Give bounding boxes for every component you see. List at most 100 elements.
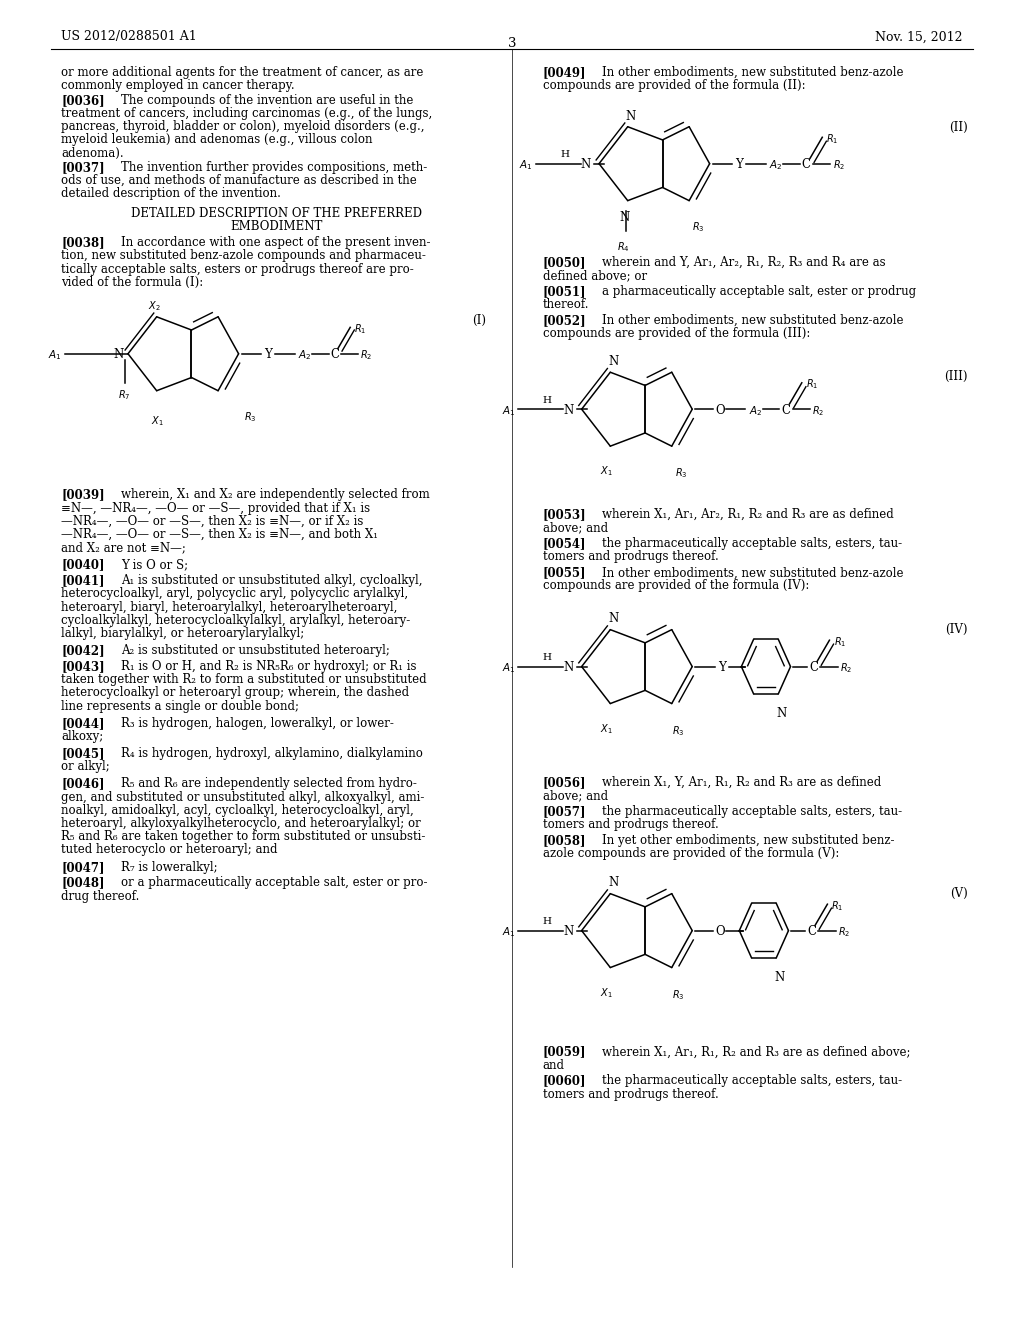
Text: [0047]: [0047] <box>61 861 104 874</box>
Text: [0056]: [0056] <box>543 776 586 789</box>
Text: $R_4$: $R_4$ <box>617 240 630 253</box>
Text: In other embodiments, new substituted benz-azole: In other embodiments, new substituted be… <box>602 314 903 327</box>
Text: and: and <box>543 1059 564 1072</box>
Text: $R_2$: $R_2$ <box>838 925 850 939</box>
Text: Nov. 15, 2012: Nov. 15, 2012 <box>876 30 963 44</box>
Text: $R_2$: $R_2$ <box>360 348 373 362</box>
Text: O: O <box>716 925 725 939</box>
Text: a pharmaceutically acceptable salt, ester or prodrug: a pharmaceutically acceptable salt, este… <box>602 285 916 298</box>
Text: ≡N—, —NR₄—, —O— or —S—, provided that if X₁ is: ≡N—, —NR₄—, —O— or —S—, provided that if… <box>61 502 371 515</box>
Text: wherein X₁, Ar₁, R₁, R₂ and R₃ are as defined above;: wherein X₁, Ar₁, R₁, R₂ and R₃ are as de… <box>602 1045 910 1059</box>
Text: H: H <box>543 653 552 663</box>
Text: H: H <box>543 917 552 927</box>
Text: above; and: above; and <box>543 521 608 535</box>
Text: $R_2$: $R_2$ <box>840 661 852 675</box>
Text: N: N <box>563 925 573 939</box>
Text: (III): (III) <box>944 370 968 383</box>
Text: [0052]: [0052] <box>543 314 587 327</box>
Text: R₅ and R₆ are independently selected from hydro-: R₅ and R₆ are independently selected fro… <box>121 777 417 791</box>
Text: line represents a single or double bond;: line represents a single or double bond; <box>61 700 299 713</box>
Text: Y: Y <box>718 661 726 675</box>
Text: In other embodiments, new substituted benz-azole: In other embodiments, new substituted be… <box>602 566 903 579</box>
Text: R₇ is loweralkyl;: R₇ is loweralkyl; <box>121 861 217 874</box>
Text: —NR₄—, —O— or —S—, then X₂ is ≡N—, and both X₁: —NR₄—, —O— or —S—, then X₂ is ≡N—, and b… <box>61 528 379 541</box>
Text: C: C <box>809 661 818 675</box>
Text: $X_1$: $X_1$ <box>600 986 612 999</box>
Text: thereof.: thereof. <box>543 298 589 312</box>
Text: compounds are provided of the formula (III):: compounds are provided of the formula (I… <box>543 327 810 341</box>
Text: (IV): (IV) <box>945 623 968 636</box>
Text: [0046]: [0046] <box>61 777 104 791</box>
Text: N: N <box>608 876 618 890</box>
Text: N: N <box>563 661 573 675</box>
Text: [0060]: [0060] <box>543 1074 586 1088</box>
Text: N: N <box>563 404 573 417</box>
Text: $R_1$: $R_1$ <box>834 635 846 648</box>
Text: A₂ is substituted or unsubstituted heteroaryl;: A₂ is substituted or unsubstituted heter… <box>121 644 390 657</box>
Text: $R_2$: $R_2$ <box>833 158 845 172</box>
Text: compounds are provided of the formula (IV):: compounds are provided of the formula (I… <box>543 579 809 593</box>
Text: myeloid leukemia) and adenomas (e.g., villous colon: myeloid leukemia) and adenomas (e.g., vi… <box>61 133 373 147</box>
Text: tomers and prodrugs thereof.: tomers and prodrugs thereof. <box>543 818 719 832</box>
Text: treatment of cancers, including carcinomas (e.g., of the lungs,: treatment of cancers, including carcinom… <box>61 107 433 120</box>
Text: the pharmaceutically acceptable salts, esters, tau-: the pharmaceutically acceptable salts, e… <box>602 805 902 818</box>
Text: US 2012/0288501 A1: US 2012/0288501 A1 <box>61 30 198 44</box>
Text: $R_1$: $R_1$ <box>354 322 367 335</box>
Text: In accordance with one aspect of the present inven-: In accordance with one aspect of the pre… <box>121 236 430 249</box>
Text: $A_2$: $A_2$ <box>298 348 311 362</box>
Text: [0058]: [0058] <box>543 834 586 847</box>
Text: [0059]: [0059] <box>543 1045 586 1059</box>
Text: tuted heterocyclo or heteroaryl; and: tuted heterocyclo or heteroaryl; and <box>61 843 278 857</box>
Text: A₁ is substituted or unsubstituted alkyl, cycloalkyl,: A₁ is substituted or unsubstituted alkyl… <box>121 574 422 587</box>
Text: heterocycloalkyl or heteroaryl group; wherein, the dashed: heterocycloalkyl or heteroaryl group; wh… <box>61 686 410 700</box>
Text: $R_1$: $R_1$ <box>826 132 839 145</box>
Text: [0036]: [0036] <box>61 94 105 107</box>
Text: C: C <box>331 348 340 362</box>
Text: or alkyl;: or alkyl; <box>61 760 111 774</box>
Text: DETAILED DESCRIPTION OF THE PREFERRED: DETAILED DESCRIPTION OF THE PREFERRED <box>131 207 422 220</box>
Text: [0050]: [0050] <box>543 256 586 269</box>
Text: N: N <box>626 110 636 123</box>
Text: drug thereof.: drug thereof. <box>61 890 140 903</box>
Text: R₅ and R₆ are taken together to form substituted or unsubsti-: R₅ and R₆ are taken together to form sub… <box>61 830 426 843</box>
Text: compounds are provided of the formula (II):: compounds are provided of the formula (I… <box>543 79 805 92</box>
Text: R₄ is hydrogen, hydroxyl, alkylamino, dialkylamino: R₄ is hydrogen, hydroxyl, alkylamino, di… <box>121 747 423 760</box>
Text: —NR₄—, —O— or —S—, then X₂ is ≡N—, or if X₂ is: —NR₄—, —O— or —S—, then X₂ is ≡N—, or if… <box>61 515 364 528</box>
Text: [0042]: [0042] <box>61 644 105 657</box>
Text: $X_2$: $X_2$ <box>148 300 161 313</box>
Text: [0039]: [0039] <box>61 488 105 502</box>
Text: N: N <box>114 348 124 362</box>
Text: heterocycloalkyl, aryl, polycyclic aryl, polycyclic arylalkyl,: heterocycloalkyl, aryl, polycyclic aryl,… <box>61 587 409 601</box>
Text: $A_1$: $A_1$ <box>502 925 515 939</box>
Text: $R_3$: $R_3$ <box>692 220 705 234</box>
Text: or a pharmaceutically acceptable salt, ester or pro-: or a pharmaceutically acceptable salt, e… <box>121 876 427 890</box>
Text: C: C <box>781 404 791 417</box>
Text: [0041]: [0041] <box>61 574 104 587</box>
Text: the pharmaceutically acceptable salts, esters, tau-: the pharmaceutically acceptable salts, e… <box>602 537 902 550</box>
Text: above; and: above; and <box>543 789 608 803</box>
Text: C: C <box>802 158 811 172</box>
Text: N: N <box>581 158 591 172</box>
Text: $R_3$: $R_3$ <box>675 466 687 479</box>
Text: wherein and Y, Ar₁, Ar₂, R₁, R₂, R₃ and R₄ are as: wherein and Y, Ar₁, Ar₂, R₁, R₂, R₃ and … <box>602 256 886 269</box>
Text: tomers and prodrugs thereof.: tomers and prodrugs thereof. <box>543 550 719 564</box>
Text: $R_2$: $R_2$ <box>812 404 824 417</box>
Text: In yet other embodiments, new substituted benz-: In yet other embodiments, new substitute… <box>602 834 895 847</box>
Text: heteroaryl, alkyloxyalkylheterocyclo, and heteroarylalkyl; or: heteroaryl, alkyloxyalkylheterocyclo, an… <box>61 817 421 830</box>
Text: R₃ is hydrogen, halogen, loweralkyl, or lower-: R₃ is hydrogen, halogen, loweralkyl, or … <box>121 717 393 730</box>
Text: $R_1$: $R_1$ <box>806 378 818 391</box>
Text: Y: Y <box>264 348 272 362</box>
Text: $R_3$: $R_3$ <box>672 989 684 1002</box>
Text: $R_3$: $R_3$ <box>244 411 256 424</box>
Text: $A_1$: $A_1$ <box>502 661 515 675</box>
Text: and X₂ are not ≡N—;: and X₂ are not ≡N—; <box>61 541 186 554</box>
Text: taken together with R₂ to form a substituted or unsubstituted: taken together with R₂ to form a substit… <box>61 673 427 686</box>
Text: [0040]: [0040] <box>61 558 104 572</box>
Text: adenoma).: adenoma). <box>61 147 124 160</box>
Text: [0053]: [0053] <box>543 508 587 521</box>
Text: lalkyl, biarylalkyl, or heteroarylarylalkyl;: lalkyl, biarylalkyl, or heteroarylarylal… <box>61 627 305 640</box>
Text: gen, and substituted or unsubstituted alkyl, alkoxyalkyl, ami-: gen, and substituted or unsubstituted al… <box>61 791 425 804</box>
Text: N: N <box>776 708 786 721</box>
Text: ods of use, and methods of manufacture as described in the: ods of use, and methods of manufacture a… <box>61 174 417 187</box>
Text: tion, new substituted benz-azole compounds and pharmaceu-: tion, new substituted benz-azole compoun… <box>61 249 426 263</box>
